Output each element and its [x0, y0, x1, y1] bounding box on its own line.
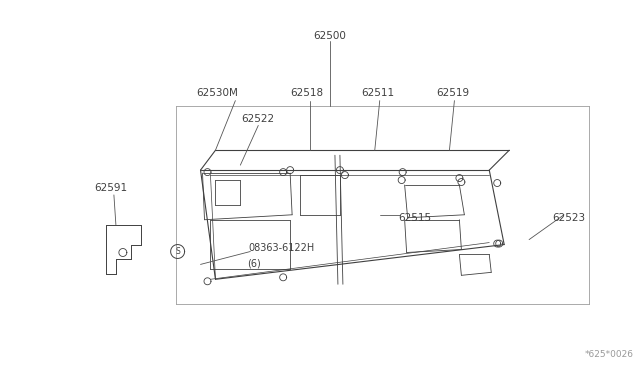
Text: S: S	[175, 247, 180, 256]
Text: 62591: 62591	[94, 183, 127, 193]
Text: 62518: 62518	[291, 88, 324, 98]
Text: (6): (6)	[247, 259, 261, 269]
Text: 08363-6122H: 08363-6122H	[248, 243, 315, 253]
Text: 62530M: 62530M	[196, 88, 238, 98]
Text: *625*0026: *625*0026	[584, 350, 634, 359]
Text: 62519: 62519	[436, 88, 469, 98]
Text: 62523: 62523	[552, 213, 586, 223]
Text: 62522: 62522	[242, 113, 275, 124]
Text: 62511: 62511	[361, 88, 394, 98]
Text: 62515: 62515	[398, 213, 431, 223]
Text: 62500: 62500	[314, 31, 346, 41]
